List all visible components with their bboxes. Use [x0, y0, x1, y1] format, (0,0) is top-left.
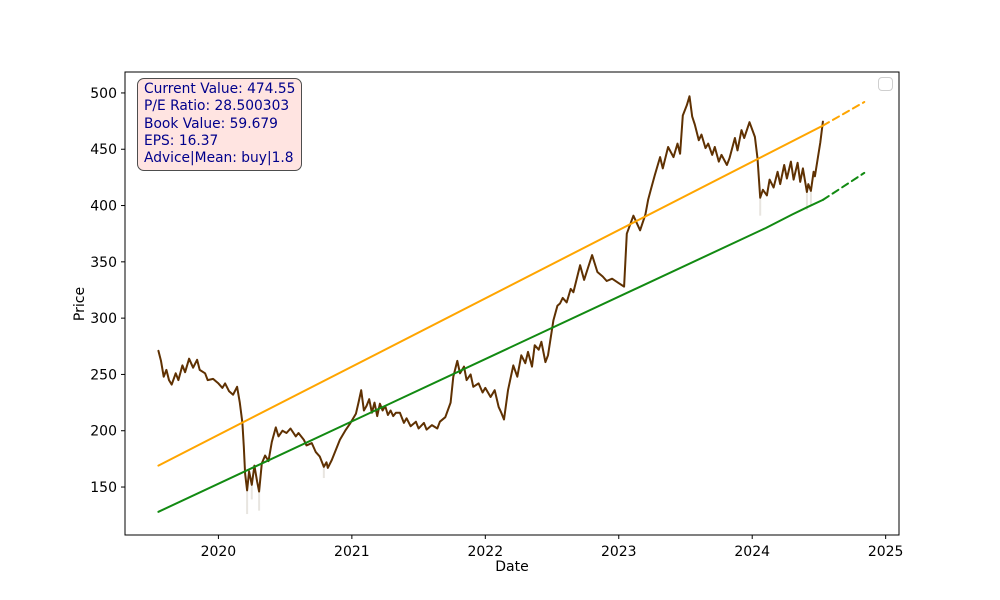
x-tick-label: 2025 — [868, 544, 904, 560]
book-value-text: Book Value: 59.679 — [144, 115, 278, 132]
eps-text: EPS: 16.37 — [144, 132, 219, 149]
x-tick-label: 2021 — [334, 544, 370, 560]
y-tick-label: 350 — [90, 255, 117, 271]
lower-trend-line — [157, 198, 824, 513]
stats-annotation-box: Current Value: 474.55 P/E Ratio: 28.5003… — [137, 78, 303, 172]
y-axis-label: Price — [72, 286, 88, 322]
price-history-line — [157, 95, 824, 493]
x-tick-label: 2022 — [467, 544, 503, 560]
lower-trend-forecast-line — [821, 171, 866, 201]
y-tick-label: 150 — [90, 480, 117, 496]
upper-trend-line — [157, 124, 824, 467]
y-tick-label: 250 — [90, 367, 117, 383]
axes-spines — [124, 71, 900, 536]
x-tick-label: 2024 — [734, 544, 770, 560]
y-tick-label: 450 — [90, 142, 117, 158]
pe-ratio-text: P/E Ratio: 28.500303 — [144, 98, 290, 115]
x-tick-label: 2020 — [201, 544, 237, 560]
y-tick-label: 200 — [90, 424, 117, 440]
upper-trend-forecast-line — [821, 101, 866, 127]
empty-legend-box — [878, 77, 893, 91]
y-tick-label: 300 — [90, 311, 117, 327]
advice-mean-text: Advice|Mean: buy|1.8 — [144, 150, 294, 167]
y-tick-label: 400 — [90, 199, 117, 215]
x-axis-label: Date — [495, 559, 529, 575]
y-tick-label: 500 — [90, 86, 117, 102]
x-tick-label: 2023 — [601, 544, 637, 560]
current-value-text: Current Value: 474.55 — [144, 81, 296, 97]
